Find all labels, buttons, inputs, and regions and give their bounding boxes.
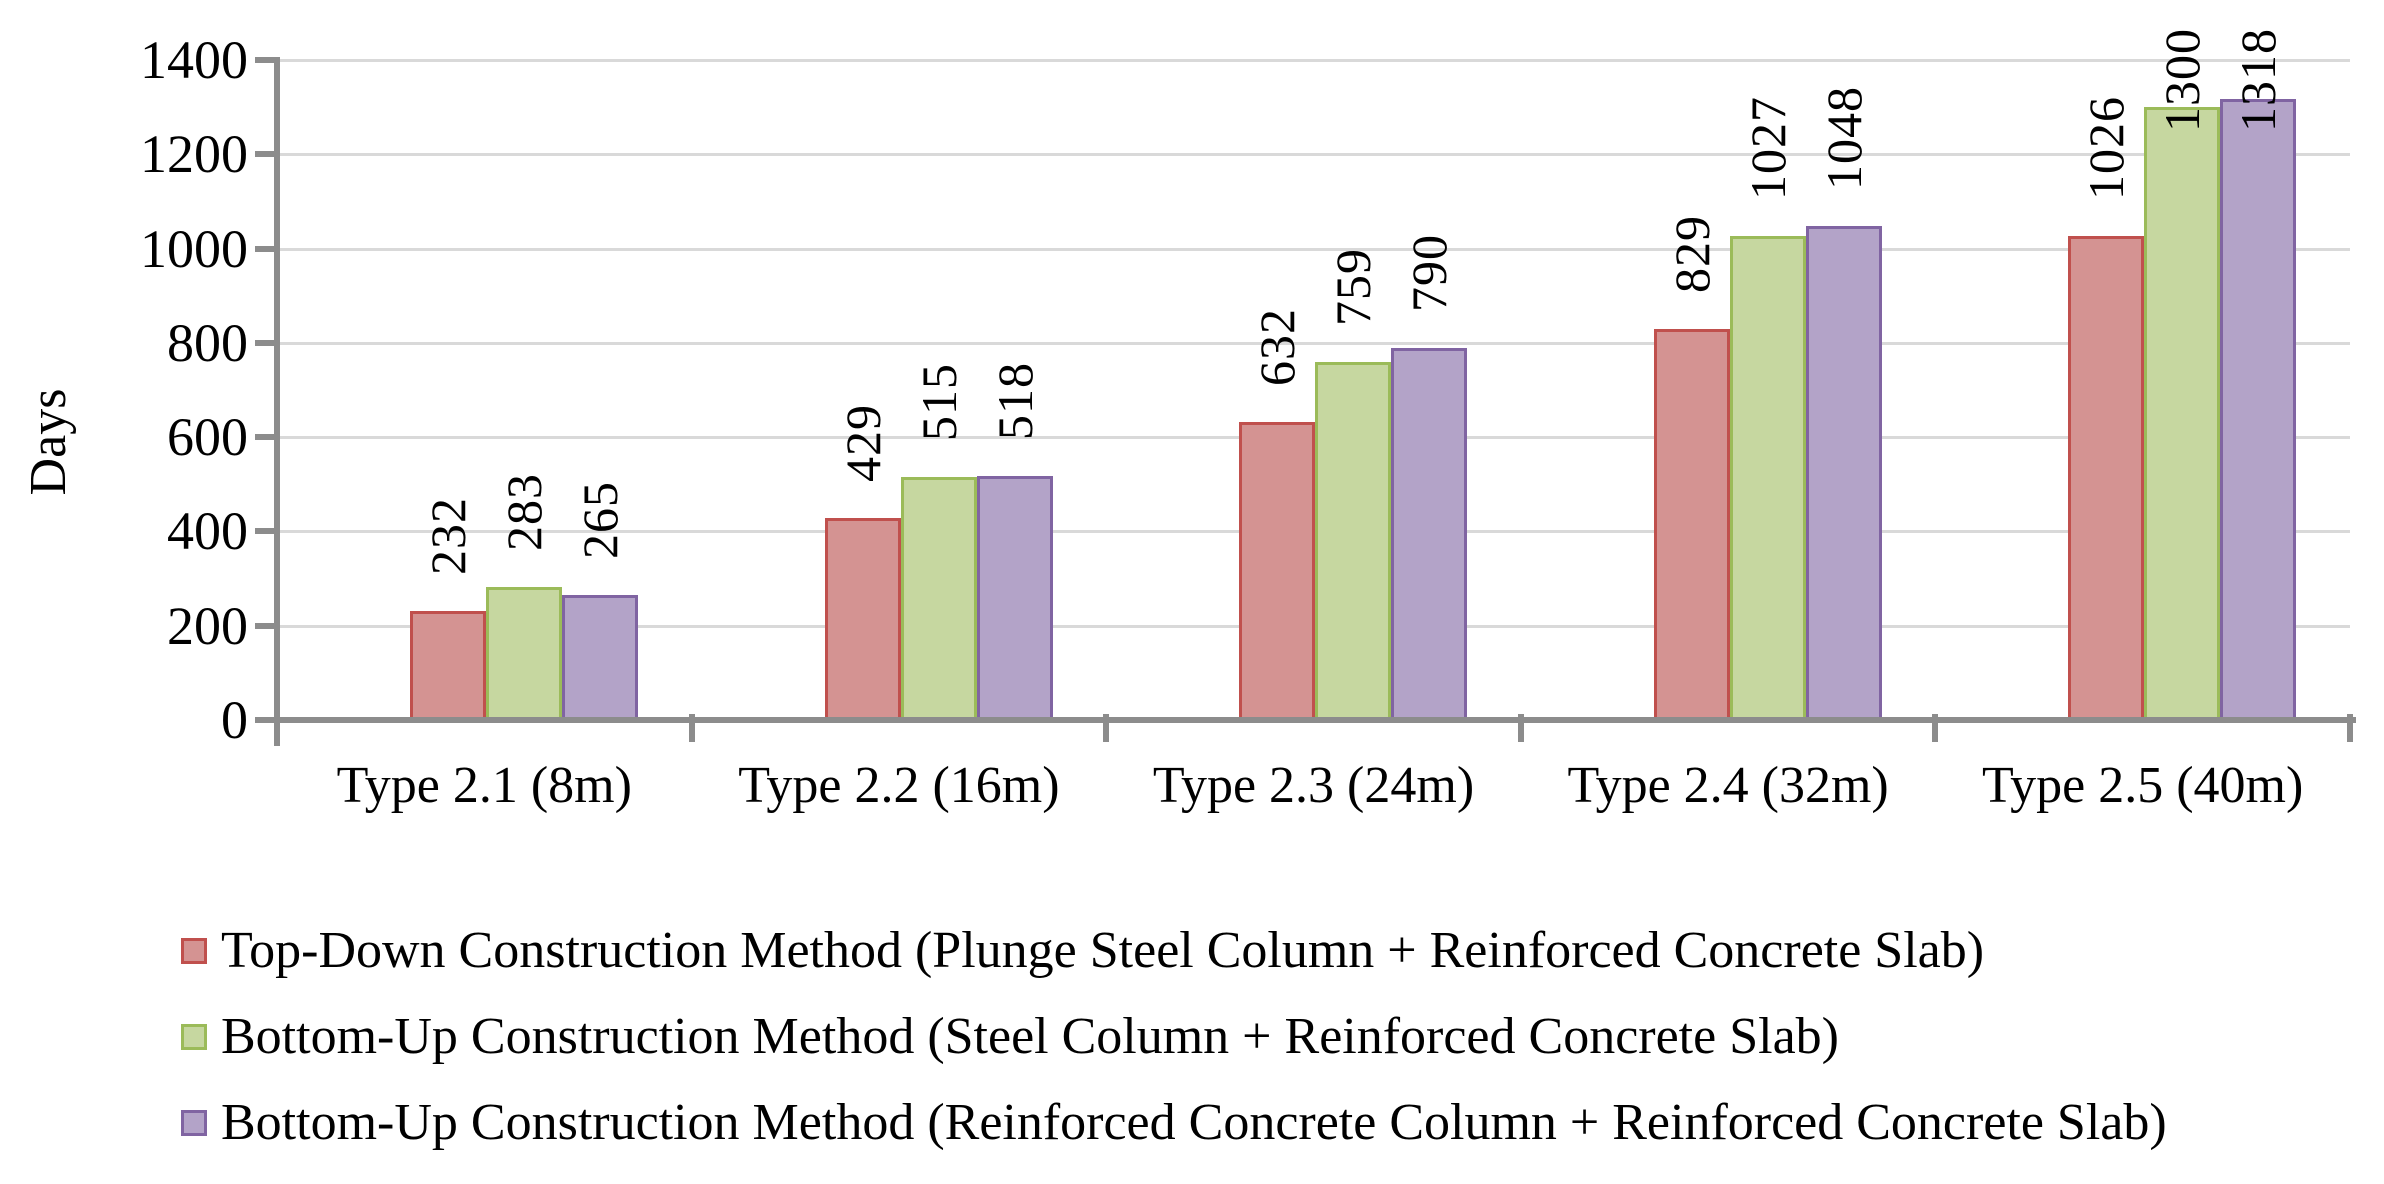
legend-item: Top-Down Construction Method (Plunge Ste…: [181, 921, 2167, 981]
x-axis-tick: [1103, 714, 1110, 742]
bar: [486, 586, 562, 720]
x-category-label: Type 2.4 (32m): [1567, 757, 1889, 814]
data-label: 1048: [1815, 85, 1872, 190]
legend-item: Bottom-Up Construction Method (Reinforce…: [181, 1093, 2167, 1153]
bar: [1805, 225, 1882, 720]
data-label: 515: [910, 363, 967, 442]
y-axis-tick: [255, 339, 277, 346]
bar: [562, 595, 638, 720]
y-tick-label: 800: [167, 312, 248, 373]
x-axis-line: [274, 717, 2356, 723]
x-axis-tick: [1932, 714, 1939, 742]
x-category-label: Type 2.2 (16m): [738, 757, 1060, 814]
data-label: 518: [986, 361, 1043, 440]
data-label: 265: [572, 481, 628, 560]
y-tick-label: 600: [167, 407, 248, 468]
data-label: 1026: [2078, 96, 2135, 201]
legend: Top-Down Construction Method (Plunge Ste…: [181, 921, 2167, 1153]
y-axis-tick: [255, 245, 277, 252]
y-tick-label: 1400: [140, 30, 248, 90]
x-category-label: Type 2.3 (24m): [1152, 757, 1475, 814]
y-tick-label: 1200: [140, 124, 248, 185]
bar: [976, 475, 1053, 720]
y-tick-label: 1000: [140, 218, 248, 279]
data-label: 632: [1249, 308, 1306, 387]
bar: [2144, 107, 2221, 720]
x-axis-tick: [688, 714, 695, 742]
y-axis-tick: [255, 717, 277, 723]
data-label: 283: [496, 472, 552, 551]
gridline: [277, 247, 2350, 251]
data-label: 759: [1325, 248, 1382, 327]
legend-label: Bottom-Up Construction Method (Reinforce…: [221, 1094, 2167, 1151]
y-tick-label: 400: [167, 501, 248, 562]
gridline: [277, 153, 2350, 157]
data-label: 232: [420, 496, 476, 575]
y-tick-label: 0: [221, 690, 248, 750]
data-label: 829: [1663, 215, 1720, 294]
bar: [1729, 235, 1806, 720]
y-axis-tick: [255, 528, 277, 535]
y-axis-tick: [255, 434, 277, 441]
bar: [410, 610, 486, 720]
y-axis-tick: [255, 151, 277, 158]
legend-item: Bottom-Up Construction Method (Steel Col…: [181, 1007, 2167, 1067]
bar: [824, 517, 901, 720]
y-axis-tick: [255, 622, 277, 629]
bar: [1315, 362, 1392, 720]
x-category-label: Type 2.5 (40m): [1982, 757, 2304, 814]
gridline: [277, 341, 2350, 345]
data-label: 790: [1401, 233, 1458, 312]
x-category-label: Type 2.1 (8m): [336, 757, 632, 814]
y-axis-line: [274, 57, 280, 746]
legend-swatch: [181, 1024, 207, 1050]
gridline: [277, 59, 2350, 62]
bar: [1391, 347, 1468, 720]
bar: [1239, 422, 1316, 720]
y-axis-title: Days: [20, 388, 77, 496]
data-label: 1300: [2154, 28, 2211, 132]
x-axis-tick: [2347, 714, 2353, 742]
bar: [2068, 236, 2145, 720]
y-tick-label: 200: [167, 595, 248, 656]
legend-label: Top-Down Construction Method (Plunge Ste…: [221, 922, 1985, 979]
legend-swatch: [181, 938, 207, 964]
legend-label: Bottom-Up Construction Method (Steel Col…: [221, 1008, 1839, 1065]
data-label: 429: [834, 403, 891, 482]
legend-swatch: [181, 1110, 207, 1136]
bar: [900, 477, 977, 720]
y-axis-tick: [255, 57, 277, 63]
bar: [1653, 329, 1730, 720]
data-label: 1027: [1739, 95, 1796, 200]
x-axis-tick: [1517, 714, 1524, 742]
bar: [2220, 98, 2297, 720]
data-label: 1318: [2230, 28, 2287, 132]
